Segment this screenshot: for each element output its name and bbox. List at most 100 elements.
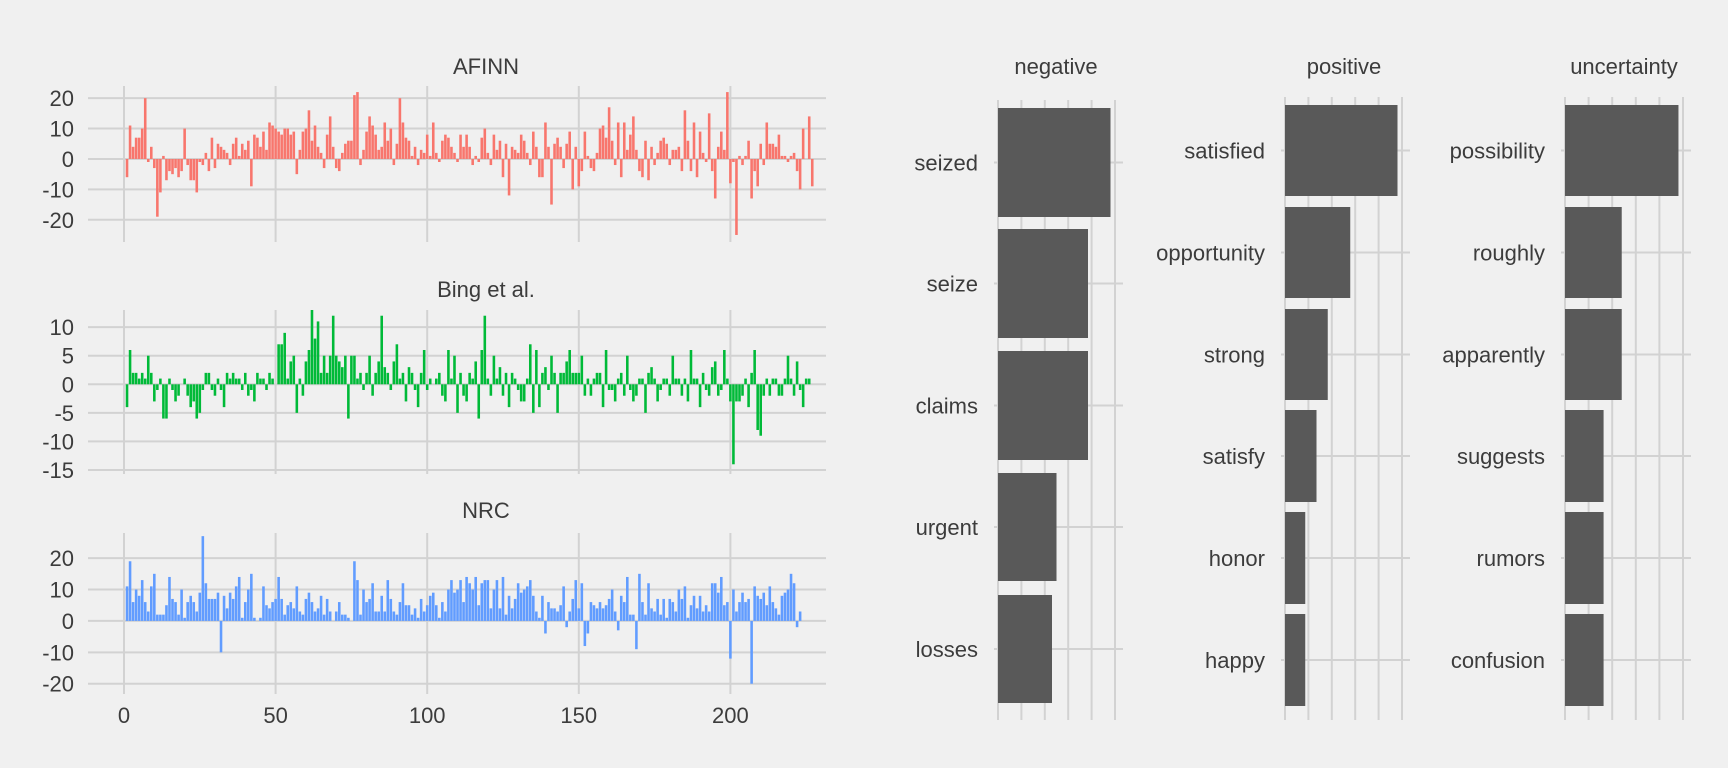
data-bar — [316, 321, 320, 385]
data-bar — [747, 384, 750, 408]
data-bar — [604, 350, 608, 385]
data-bar — [477, 384, 481, 419]
data-bar — [325, 372, 329, 385]
data-bar — [325, 598, 329, 621]
data-bar — [149, 372, 153, 385]
data-bar — [662, 598, 665, 621]
data-bar — [183, 378, 186, 385]
data-bar — [316, 608, 320, 621]
data-bar — [704, 605, 708, 621]
data-bar — [347, 140, 350, 159]
data-bar — [780, 155, 784, 159]
data-bar — [507, 158, 511, 196]
data-bar — [765, 122, 769, 159]
data-bar — [295, 384, 299, 413]
data-bar — [344, 143, 347, 159]
data-bar — [810, 158, 814, 187]
data-bar — [392, 361, 396, 385]
word-bar — [1285, 105, 1398, 196]
data-bar — [525, 586, 529, 621]
data-bar — [550, 158, 553, 205]
data-bar — [231, 598, 235, 621]
data-bar — [519, 592, 523, 621]
data-bar — [243, 149, 247, 159]
data-bar — [459, 580, 462, 621]
data-bar — [501, 158, 505, 178]
data-bar — [153, 384, 156, 402]
data-bar — [165, 605, 168, 621]
data-bar — [322, 355, 326, 385]
data-bar — [253, 384, 256, 402]
data-bar — [271, 378, 274, 385]
data-bar — [568, 611, 571, 621]
data-bar — [304, 598, 308, 621]
y-tick-label: 20 — [50, 546, 74, 571]
data-bar — [541, 595, 544, 621]
data-bar — [789, 573, 793, 621]
data-bar — [559, 605, 562, 621]
data-bar — [626, 355, 629, 385]
data-bar — [380, 146, 384, 159]
data-bar — [516, 152, 520, 159]
word-bar — [1565, 309, 1622, 400]
category-label: satisfied — [1184, 139, 1265, 164]
panel-afinn: -20 -10 0 10 20 AFINN — [42, 54, 826, 242]
data-bar — [683, 110, 687, 159]
data-bar — [256, 372, 259, 385]
data-bar — [243, 602, 247, 621]
data-bar — [380, 595, 384, 621]
data-bar — [395, 143, 399, 159]
data-bar — [292, 355, 296, 385]
data-bar — [547, 384, 550, 390]
data-bar — [334, 158, 338, 169]
data-bar — [795, 158, 799, 172]
data-bar — [362, 149, 365, 159]
data-bar — [413, 384, 417, 390]
data-bar — [192, 384, 196, 402]
data-bar — [768, 586, 772, 621]
panel-title: NRC — [462, 498, 510, 523]
data-bar — [350, 140, 353, 159]
data-bar — [647, 158, 650, 181]
data-bar — [595, 608, 599, 621]
word-bar — [1565, 512, 1604, 604]
data-bar — [219, 146, 223, 159]
data-bar — [747, 140, 750, 159]
data-bar — [365, 131, 368, 159]
data-bar — [359, 158, 362, 166]
data-bar — [607, 598, 611, 621]
data-bar — [735, 158, 738, 235]
data-bar — [365, 372, 368, 385]
data-bar — [407, 605, 411, 621]
data-bar — [310, 140, 314, 159]
data-bar — [286, 128, 290, 159]
data-bar — [462, 384, 465, 396]
data-bar — [586, 620, 590, 634]
data-bar — [162, 384, 165, 419]
data-bar — [353, 355, 356, 385]
data-bar — [610, 589, 614, 621]
data-bar — [807, 378, 811, 385]
data-bar — [438, 158, 441, 162]
data-bar — [416, 158, 420, 166]
data-bar — [283, 614, 286, 621]
data-bar — [143, 378, 147, 385]
data-bar — [377, 611, 380, 621]
data-bar — [183, 128, 186, 159]
data-bar — [186, 602, 189, 621]
data-bar — [450, 580, 453, 621]
category-label: strong — [1204, 343, 1265, 368]
data-bar — [213, 598, 217, 621]
data-bar — [331, 315, 335, 385]
data-bar — [371, 583, 374, 621]
data-bar — [759, 384, 763, 436]
data-bar — [237, 155, 241, 159]
data-bar — [410, 614, 414, 621]
data-bar — [289, 602, 293, 621]
data-bar — [465, 384, 468, 402]
data-bar — [735, 384, 738, 402]
data-bar — [632, 614, 635, 621]
data-bar — [353, 95, 356, 159]
data-bar — [616, 378, 620, 385]
data-bar — [431, 592, 435, 621]
